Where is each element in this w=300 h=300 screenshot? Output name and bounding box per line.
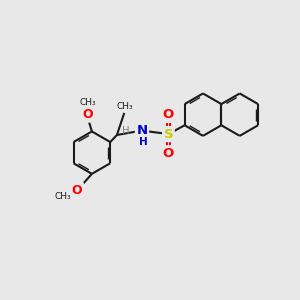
- Text: CH₃: CH₃: [55, 192, 71, 201]
- Text: O: O: [72, 184, 83, 196]
- Text: CH₃: CH₃: [79, 98, 96, 106]
- Text: O: O: [163, 109, 174, 122]
- Text: CH₃: CH₃: [117, 102, 133, 111]
- Text: H: H: [122, 126, 130, 136]
- Text: O: O: [163, 147, 174, 160]
- Text: O: O: [82, 108, 93, 121]
- Text: N: N: [136, 124, 148, 137]
- Text: H: H: [139, 137, 148, 147]
- Text: S: S: [164, 128, 173, 141]
